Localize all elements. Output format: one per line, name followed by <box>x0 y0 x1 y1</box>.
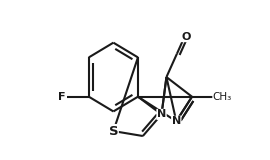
Text: F: F <box>58 92 65 102</box>
Text: CH₃: CH₃ <box>213 92 232 102</box>
Text: N: N <box>172 116 181 126</box>
Text: S: S <box>109 125 118 138</box>
Text: N: N <box>157 109 166 119</box>
Text: O: O <box>181 32 191 42</box>
